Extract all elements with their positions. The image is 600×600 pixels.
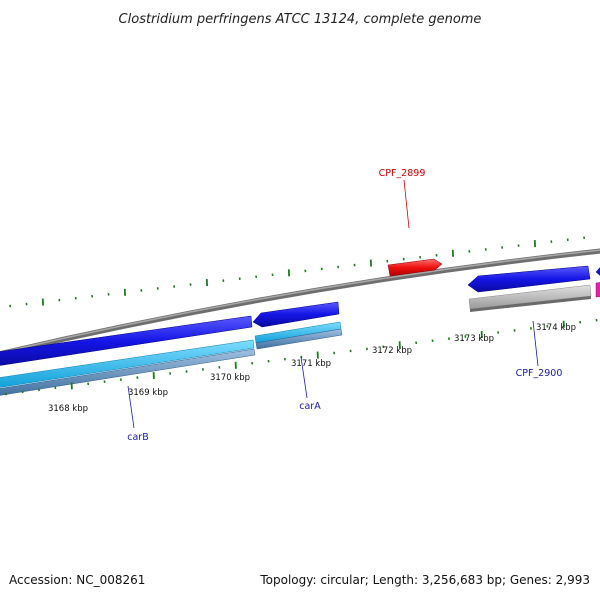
tick-label-3171: 3171 kbp xyxy=(291,359,331,369)
lower-tick-row xyxy=(5,318,598,396)
map-title: Clostridium perfringens ATCC 13124, comp… xyxy=(119,12,482,27)
magenta-partial-feature xyxy=(595,282,600,298)
tick-label-3168: 3168 kbp xyxy=(48,404,88,414)
genome-backbone xyxy=(0,248,600,357)
cds-cpf-2899[interactable] xyxy=(387,258,443,277)
tick-label-3172: 3172 kbp xyxy=(372,346,412,356)
accession-text: Accession: NC_008261 xyxy=(9,573,146,587)
leader-cara xyxy=(300,356,308,399)
tick-label-3174: 3174 kbp xyxy=(536,323,576,333)
tick-label-3169: 3169 kbp xyxy=(128,388,168,398)
upper-tick-row xyxy=(9,236,586,308)
steel-track-segment-2 xyxy=(255,328,343,350)
backbone-highlight xyxy=(0,249,600,354)
gene-label-carb[interactable]: carB xyxy=(127,432,148,443)
cds-partial-right[interactable] xyxy=(595,263,600,278)
cds-cpf-2900[interactable] xyxy=(467,265,591,293)
leader-cpf-2899 xyxy=(403,179,410,229)
gene-label-cpf-2900[interactable]: CPF_2900 xyxy=(516,368,563,379)
tick-label-3170: 3170 kbp xyxy=(210,373,250,383)
cds-cara[interactable] xyxy=(252,301,340,328)
gray-track-shadow xyxy=(470,296,591,312)
gene-label-cpf-2899[interactable]: CPF_2899 xyxy=(379,168,426,179)
steel-track-segment-1 xyxy=(0,348,256,396)
genome-stats-text: Topology: circular; Length: 3,256,683 bp… xyxy=(260,573,590,587)
leader-carb xyxy=(127,385,135,429)
cds-carb[interactable] xyxy=(0,315,253,367)
scale-labels: 3168 kbp 3169 kbp 3170 kbp 3171 kbp 3172… xyxy=(48,323,576,414)
leader-cpf-2900 xyxy=(532,320,539,367)
gene-label-cara[interactable]: carA xyxy=(299,401,321,412)
tick-label-3173: 3173 kbp xyxy=(454,334,494,344)
cyan-track-segment-1 xyxy=(0,339,255,388)
